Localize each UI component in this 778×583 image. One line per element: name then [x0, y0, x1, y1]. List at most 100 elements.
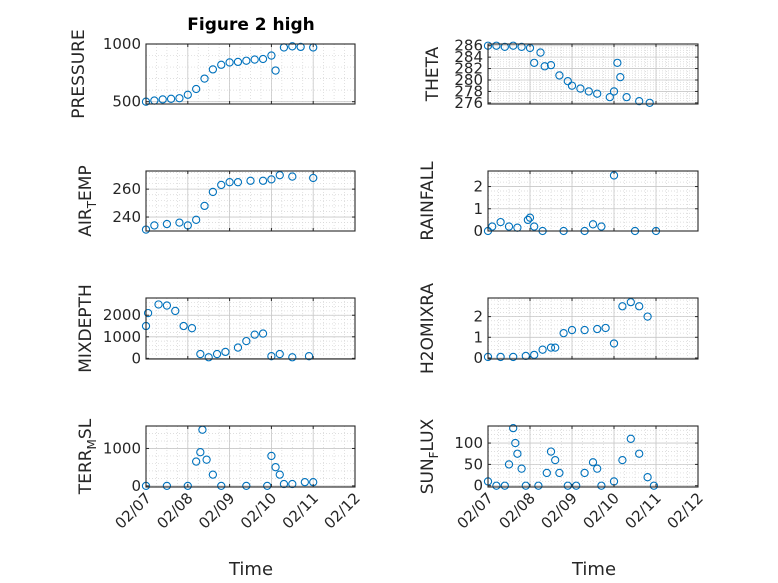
data-point — [267, 51, 276, 60]
y-tick-label: 100 — [454, 434, 483, 452]
y-tick-label: 278 — [454, 82, 483, 100]
data-point — [150, 221, 159, 230]
data-point — [525, 213, 535, 222]
data-point — [643, 312, 652, 321]
data-point — [250, 330, 259, 339]
y-axis-label-subscript: F — [427, 451, 441, 458]
data-point — [580, 325, 589, 335]
y-axis-label-main: AIR — [76, 208, 96, 237]
data-point — [279, 479, 289, 489]
data-point — [559, 329, 568, 338]
y-axis-label-rest: EMP — [76, 165, 96, 201]
data-point — [154, 300, 163, 309]
data-point — [225, 58, 234, 67]
axes-box — [145, 425, 356, 488]
data-point — [304, 352, 314, 361]
y-tick-label: 2 — [473, 308, 483, 326]
data-point — [555, 468, 564, 478]
y-axis-label-main: TERR — [76, 449, 96, 495]
data-point — [179, 321, 188, 331]
y-axis-label-main: PRESSURE — [69, 29, 89, 118]
data-point — [208, 187, 218, 197]
data-point — [242, 481, 251, 491]
y-axis-label: PRESSURE — [69, 29, 89, 118]
data-point — [288, 172, 297, 181]
data-point — [588, 458, 598, 467]
data-point — [217, 481, 226, 491]
data-point — [509, 352, 518, 362]
data-point — [635, 96, 644, 106]
data-point — [275, 171, 284, 180]
data-point — [258, 176, 268, 185]
y-tick-label: 500 — [112, 93, 141, 111]
y-tick-label: 276 — [454, 94, 483, 112]
y-tick-label: 0 — [131, 349, 141, 367]
data-point — [267, 451, 276, 461]
data-point — [500, 42, 509, 52]
y-tick-label: 0 — [131, 477, 141, 495]
axes-box — [487, 43, 699, 105]
data-point — [166, 94, 176, 103]
data-point — [492, 41, 501, 50]
data-point — [534, 481, 543, 490]
data-point — [576, 84, 585, 93]
y-tick-label: 284 — [454, 48, 483, 66]
y-tick-label: 280 — [454, 71, 483, 89]
data-point — [563, 76, 572, 86]
data-point — [288, 479, 297, 489]
data-point — [233, 343, 243, 352]
data-point — [271, 66, 280, 75]
y-tick-label: 1 — [473, 328, 483, 346]
x-axis-label-left: Time — [228, 559, 273, 580]
data-point — [580, 468, 589, 478]
data-point — [511, 438, 520, 448]
data-point — [509, 41, 518, 50]
x-tick-label: 02/12 — [664, 489, 707, 532]
data-point — [530, 58, 539, 68]
data-point — [538, 345, 547, 354]
y-axis-label-rest: LUX — [418, 418, 438, 451]
data-point — [616, 72, 625, 82]
x-tick-label: 02/10 — [237, 489, 280, 532]
x-tick-label: 02/09 — [195, 489, 238, 532]
data-point — [246, 176, 255, 185]
data-point — [175, 94, 184, 103]
data-point — [542, 468, 551, 478]
data-point — [593, 324, 602, 334]
subplot-terr-msl: 01000TERRMSL02/0702/0802/0902/1002/1102/… — [76, 418, 364, 532]
subplot-mixdepth: 0 1000 2000 MIXDEPTH — [76, 284, 356, 373]
x-axis-label-right: Time — [571, 559, 616, 580]
data-point — [192, 84, 201, 94]
data-point — [275, 470, 284, 479]
x-tick-label: 02/08 — [153, 489, 196, 532]
data-point — [546, 60, 556, 70]
data-point — [225, 178, 234, 187]
data-point — [626, 434, 635, 443]
data-point — [618, 455, 627, 465]
data-point — [217, 60, 226, 69]
subplot-sun-flux: 0 50 100 SUNFLUX 02/0702/0802/0902/1002/1102… — [418, 418, 707, 532]
data-point — [275, 349, 284, 359]
y-tick-label: 0 — [473, 349, 483, 367]
data-point — [158, 95, 167, 104]
data-point — [605, 92, 614, 102]
axes-box — [145, 170, 356, 232]
data-point — [183, 481, 192, 491]
y-axis-label-main: SUN — [418, 458, 438, 494]
data-point — [513, 449, 522, 458]
data-point — [546, 343, 556, 352]
data-point — [242, 56, 251, 65]
data-point — [204, 353, 213, 362]
data-point — [162, 481, 172, 491]
axes-box — [487, 297, 699, 360]
data-point — [509, 423, 518, 433]
data-point — [202, 455, 211, 464]
data-point — [504, 222, 514, 231]
data-point — [208, 65, 218, 74]
data-point — [572, 481, 581, 490]
data-point — [588, 220, 598, 229]
data-point — [175, 218, 184, 227]
y-tick-label: 1000 — [103, 328, 141, 346]
